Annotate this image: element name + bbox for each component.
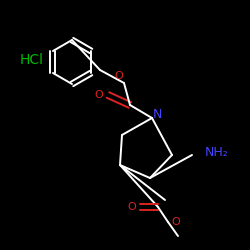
Text: N: N [152, 108, 162, 120]
Text: NH₂: NH₂ [205, 146, 229, 158]
Text: O: O [128, 202, 136, 212]
Text: O: O [94, 90, 104, 100]
Text: HCl: HCl [20, 53, 44, 67]
Text: O: O [172, 217, 180, 227]
Text: O: O [114, 71, 124, 81]
